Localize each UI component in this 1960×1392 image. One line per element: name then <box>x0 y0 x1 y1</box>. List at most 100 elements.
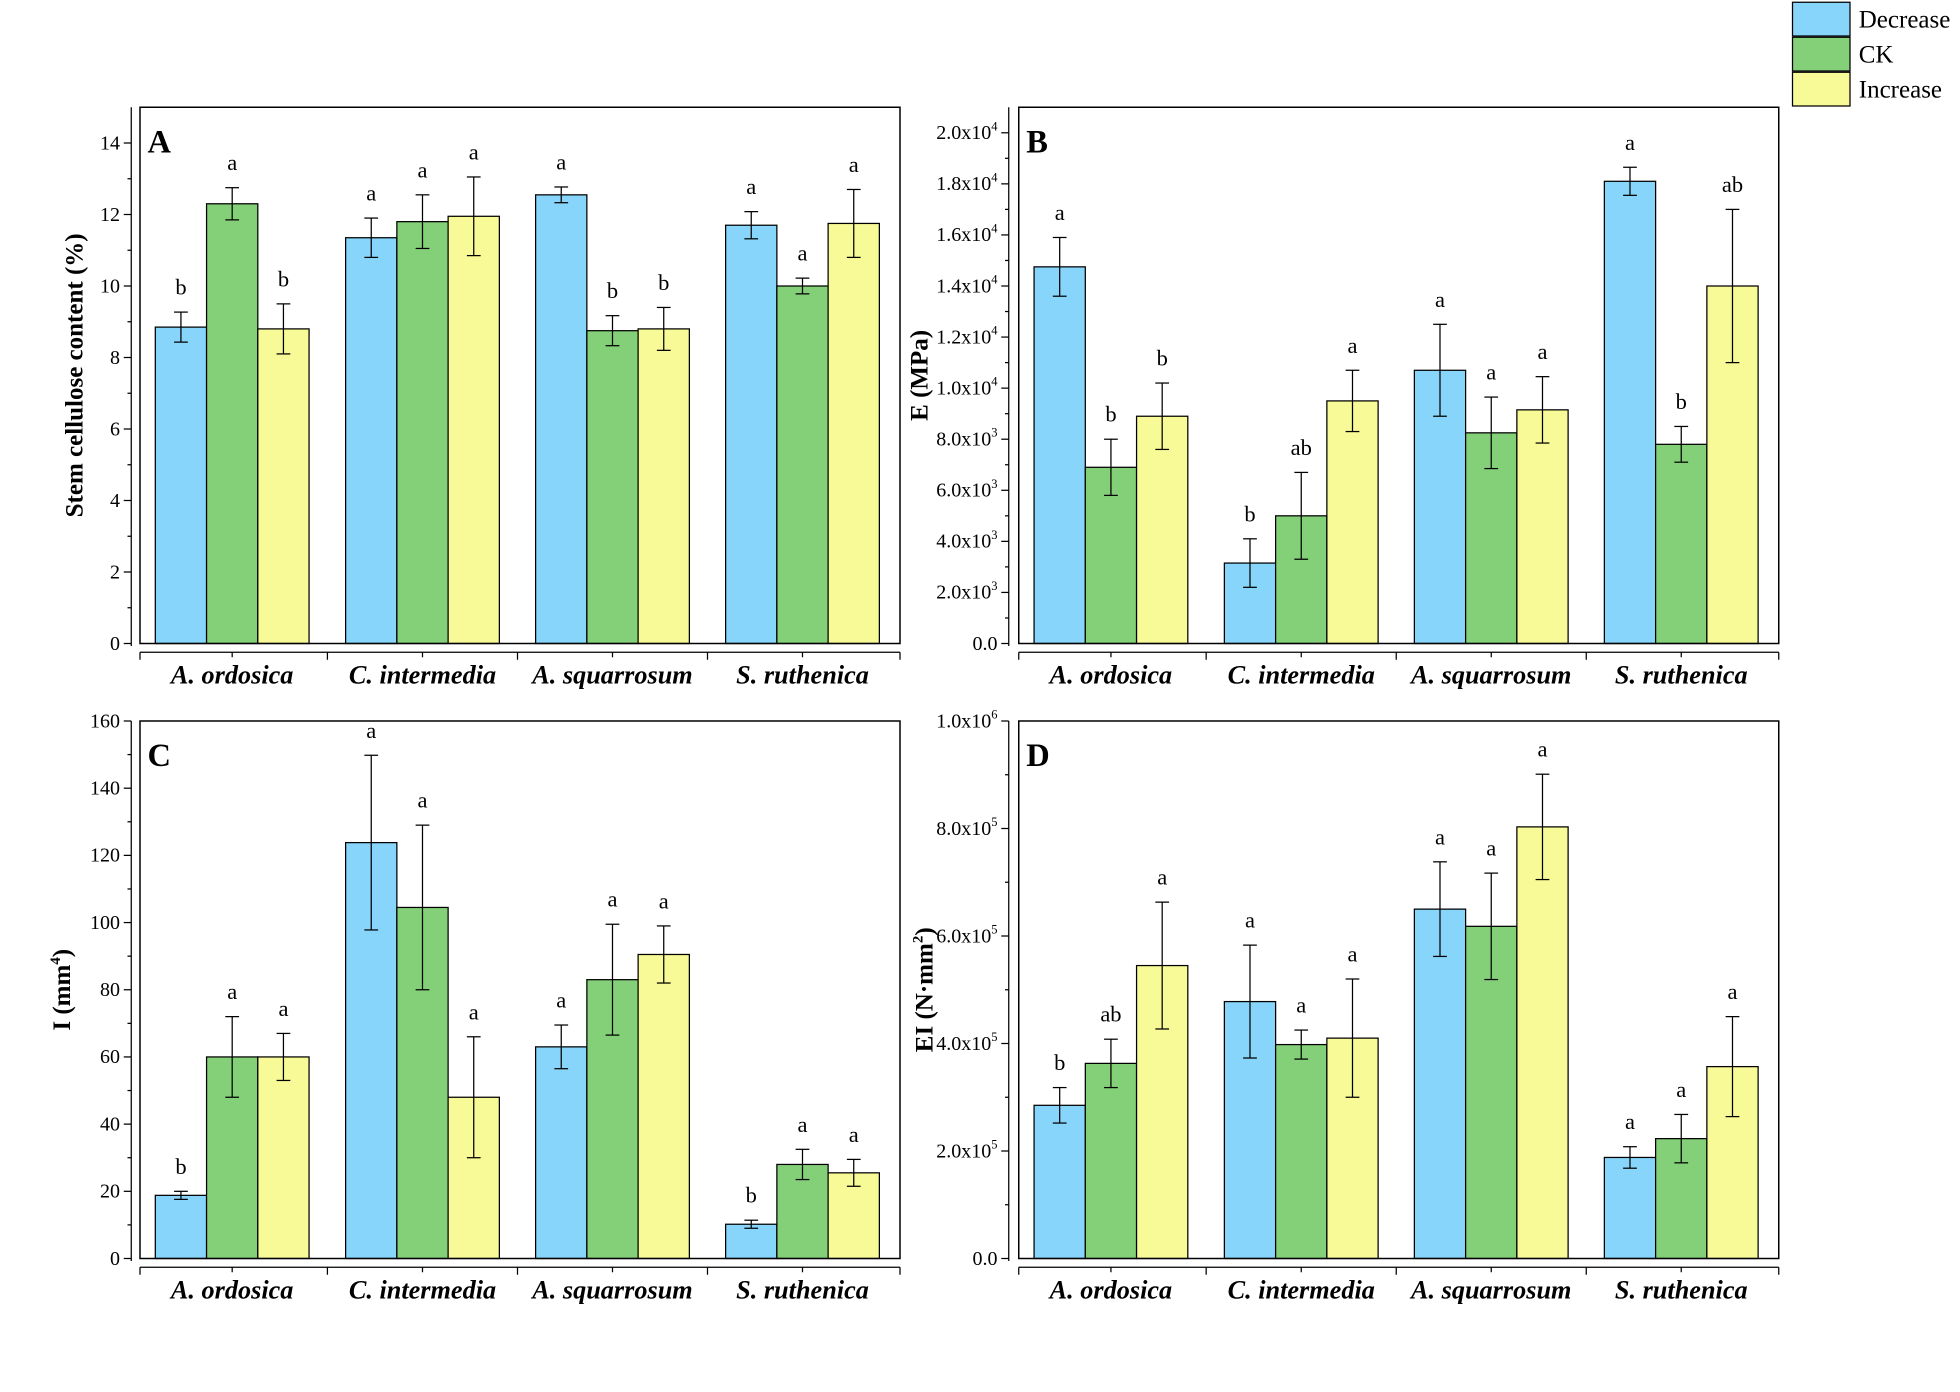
significance-label: ab <box>1100 1002 1121 1027</box>
legend-label-increase: Increase <box>1859 76 1942 103</box>
y-tick-label: 10 <box>100 275 120 297</box>
significance-label: a <box>1296 993 1306 1018</box>
bar-increase-2 <box>637 328 690 645</box>
bar-increase-0 <box>257 1056 310 1260</box>
y-tick-exponent: 3 <box>991 426 997 440</box>
significance-label: a <box>1625 130 1635 155</box>
significance-label: a <box>607 887 617 912</box>
y-tick-label: 6.0x103 <box>936 477 997 502</box>
y-axis-title-text: EI (N·mm <box>912 943 939 1052</box>
significance-label: a <box>556 149 566 174</box>
significance-label: b <box>278 266 289 291</box>
bar-increase-1 <box>1326 400 1379 645</box>
y-tick-label: 1.4x104 <box>936 273 998 298</box>
bar-decrease-0 <box>1033 266 1086 645</box>
y-tick-mantissa: 1.6x10 <box>936 224 991 246</box>
y-tick-label: 8 <box>110 347 120 369</box>
y-tick-exponent: 5 <box>991 815 997 829</box>
significance-label: a <box>556 988 566 1013</box>
y-tick-label: 2 <box>110 561 120 583</box>
significance-label: a <box>1727 979 1737 1004</box>
y-tick-exponent: 6 <box>991 708 997 722</box>
category-label: A. squarrosum <box>530 1276 693 1305</box>
bar-decrease-1 <box>344 237 398 645</box>
bar-decrease-3 <box>724 1223 778 1260</box>
significance-label: a <box>469 139 479 164</box>
y-tick-label: 0 <box>110 633 120 655</box>
category-label: S. ruthenica <box>736 661 869 690</box>
y-tick-mantissa: 2.0x10 <box>936 582 991 604</box>
bar-increase-2 <box>1516 826 1569 1260</box>
y-tick-exponent: 4 <box>991 375 998 389</box>
significance-label: ab <box>1722 172 1743 197</box>
y-tick-label: 0 <box>110 1248 120 1270</box>
plot-frame <box>139 106 901 645</box>
category-label: S. ruthenica <box>1615 1276 1748 1305</box>
y-tick-exponent: 4 <box>991 119 998 133</box>
bar-increase-0 <box>257 328 310 645</box>
significance-label: a <box>1676 1077 1686 1102</box>
significance-label: a <box>1245 908 1255 933</box>
category-label: S. ruthenica <box>736 1276 869 1305</box>
category-label: A. ordosica <box>1048 661 1173 690</box>
y-tick-label: 8.0x103 <box>936 426 997 451</box>
significance-label: b <box>1676 389 1687 414</box>
y-tick-exponent: 3 <box>991 579 997 593</box>
y-tick-label: 1.0x106 <box>936 708 997 733</box>
significance-label: b <box>1244 501 1255 526</box>
legend-label-decrease: Decrease <box>1859 6 1951 33</box>
significance-label: b <box>658 270 669 295</box>
significance-label: a <box>849 1122 859 1147</box>
bar-decrease-3 <box>1603 1156 1657 1260</box>
y-axis-title-text: I (mm <box>49 965 76 1031</box>
panel-letter: D <box>1026 738 1049 774</box>
y-tick-label: 12 <box>100 204 120 226</box>
bar-decrease-0 <box>154 326 208 645</box>
y-tick-label: 140 <box>90 777 120 799</box>
significance-label: a <box>278 996 288 1021</box>
y-axis-title: E (MPa) <box>907 330 934 421</box>
significance-label: a <box>366 181 376 206</box>
y-tick-label: 6 <box>110 418 120 440</box>
y-tick-label: 60 <box>100 1046 120 1068</box>
y-tick-exponent: 4 <box>991 273 998 287</box>
significance-label: a <box>1435 287 1445 312</box>
significance-label: b <box>175 1154 186 1179</box>
y-tick-mantissa: 1.8x10 <box>936 173 991 195</box>
y-tick-label: 6.0x105 <box>936 923 997 948</box>
bar-increase-2 <box>1516 409 1569 645</box>
plot-frame <box>1018 720 1780 1260</box>
y-tick-mantissa: 6.0x10 <box>936 480 991 502</box>
bar-ck-3 <box>1654 443 1708 645</box>
y-tick-label: 80 <box>100 979 120 1001</box>
y-tick-exponent: 3 <box>991 528 997 542</box>
legend-label-ck: CK <box>1859 41 1894 68</box>
category-label: C. intermedia <box>1228 1276 1375 1305</box>
category-label: C. intermedia <box>349 661 496 690</box>
y-tick-exponent: 4 <box>991 170 998 184</box>
y-tick-label: 1.6x104 <box>936 221 998 246</box>
y-tick-label: 2.0x105 <box>936 1138 997 1163</box>
plot-frame <box>1018 106 1780 645</box>
significance-label: a <box>1625 1109 1635 1134</box>
bar-increase-0 <box>1135 415 1189 645</box>
significance-label: a <box>1486 360 1496 385</box>
significance-label: b <box>175 275 186 300</box>
panel-letter: A <box>148 124 172 160</box>
category-label: S. ruthenica <box>1615 661 1748 690</box>
bar-ck-0 <box>205 203 259 645</box>
y-tick-label: 120 <box>90 845 120 867</box>
significance-label: b <box>607 278 618 303</box>
significance-label: b <box>1157 346 1168 371</box>
y-tick-mantissa: 1.2x10 <box>936 326 991 348</box>
significance-label: ab <box>1291 435 1312 460</box>
category-label: C. intermedia <box>1228 661 1375 690</box>
significance-label: a <box>746 174 756 199</box>
bar-ck-0 <box>1084 1062 1138 1260</box>
y-tick-label: 4.0x105 <box>936 1030 997 1055</box>
significance-label: a <box>417 788 427 813</box>
significance-label: a <box>366 718 376 743</box>
significance-label: a <box>797 241 807 266</box>
significance-label: a <box>1537 339 1547 364</box>
